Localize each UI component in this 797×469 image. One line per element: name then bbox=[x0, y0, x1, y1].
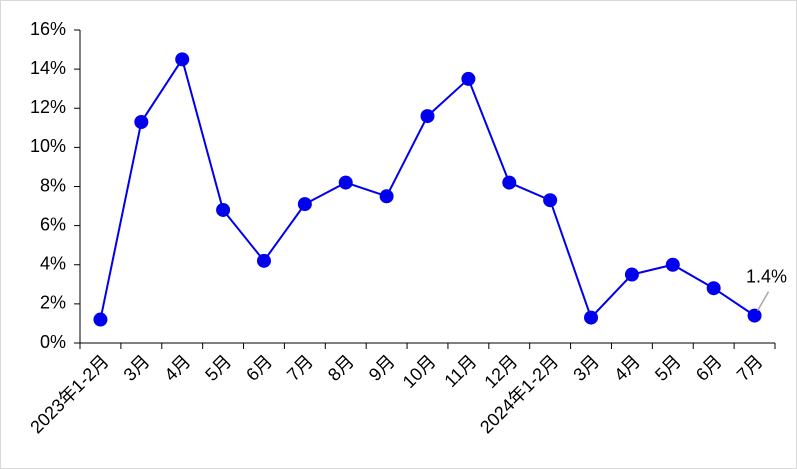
data-point bbox=[502, 175, 517, 190]
data-point bbox=[461, 71, 476, 86]
y-tick-label: 4% bbox=[40, 254, 66, 274]
data-point bbox=[175, 52, 190, 67]
data-point bbox=[134, 114, 149, 129]
data-point bbox=[665, 257, 680, 272]
data-point bbox=[420, 109, 435, 124]
y-tick-label: 2% bbox=[40, 293, 66, 313]
data-point bbox=[584, 310, 599, 325]
data-point bbox=[297, 197, 312, 212]
data-point bbox=[747, 308, 762, 323]
y-tick-label: 16% bbox=[30, 19, 66, 39]
data-point bbox=[338, 175, 353, 190]
y-tick-label: 10% bbox=[30, 136, 66, 156]
data-point bbox=[379, 189, 394, 204]
data-point bbox=[256, 253, 271, 268]
data-label: 1.4% bbox=[746, 266, 787, 286]
y-tick-label: 6% bbox=[40, 214, 66, 234]
data-point bbox=[624, 267, 639, 282]
y-tick-label: 12% bbox=[30, 97, 66, 117]
data-point bbox=[93, 312, 108, 327]
y-tick-label: 8% bbox=[40, 175, 66, 195]
y-tick-label: 0% bbox=[40, 332, 66, 352]
data-point bbox=[706, 281, 721, 296]
data-point bbox=[543, 193, 558, 208]
y-tick-label: 14% bbox=[30, 58, 66, 78]
data-point bbox=[216, 202, 231, 217]
label-leader bbox=[756, 291, 770, 311]
